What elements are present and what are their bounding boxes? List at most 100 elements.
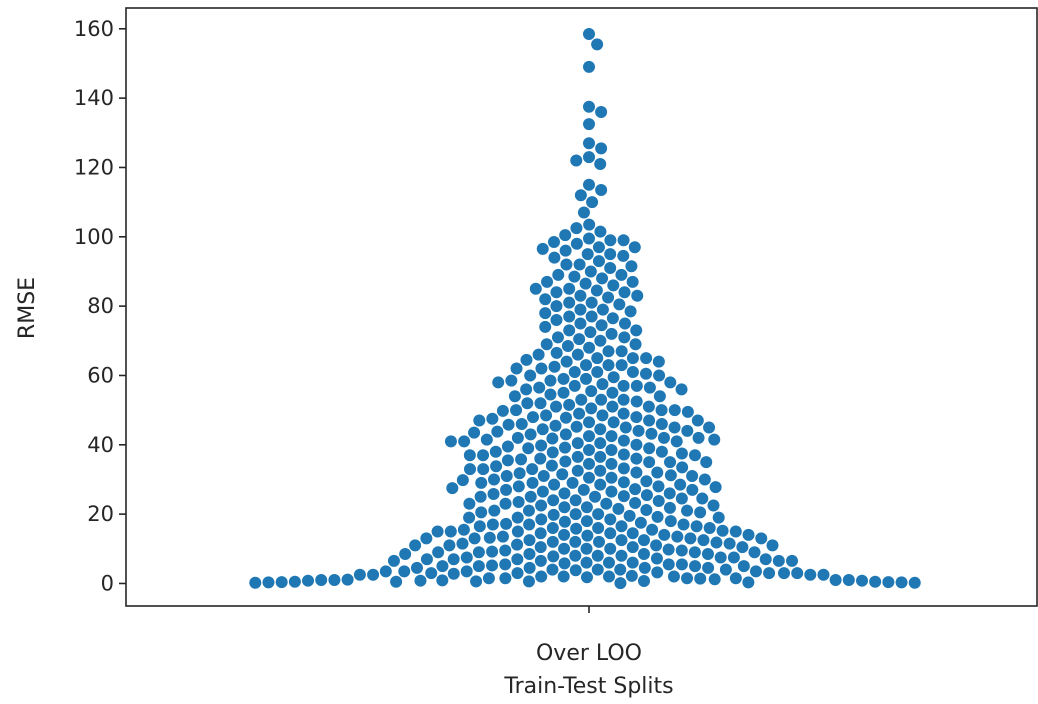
swarm-point xyxy=(419,531,433,546)
swarm-point xyxy=(662,557,676,572)
swarm-point xyxy=(708,572,722,586)
y-tick-label: 100 xyxy=(74,225,114,249)
swarm-point xyxy=(387,554,401,568)
swarm-point xyxy=(772,554,786,568)
swarm-point xyxy=(577,205,591,220)
swarm-point xyxy=(526,410,540,424)
swarm-point xyxy=(510,566,525,580)
swarm-point xyxy=(498,557,512,572)
swarm-point xyxy=(688,448,702,462)
swarm-point xyxy=(688,559,702,573)
swarm-point xyxy=(445,481,459,495)
swarm-point xyxy=(593,464,607,478)
swarm-point xyxy=(602,569,616,584)
y-tick-label: 80 xyxy=(87,294,114,318)
swarm-point xyxy=(353,568,367,582)
swarm-point xyxy=(790,566,804,580)
swarm-point xyxy=(545,431,559,446)
swarm-point xyxy=(584,401,598,416)
swarm-point xyxy=(593,436,607,450)
swarm-point xyxy=(584,384,598,398)
swarm-point xyxy=(435,559,450,573)
swarm-point xyxy=(735,540,749,554)
swarm-point xyxy=(568,365,582,379)
swarm-point xyxy=(569,507,583,521)
swarm-point xyxy=(556,386,571,400)
swarm-point xyxy=(571,436,585,450)
swarm-point xyxy=(601,344,616,358)
swarm-point xyxy=(762,566,776,580)
swarm-point xyxy=(657,528,671,542)
y-tick-label: 0 xyxy=(101,571,114,595)
swarm-point xyxy=(590,351,604,365)
swarm-point xyxy=(577,483,591,497)
swarm-point xyxy=(536,485,550,499)
swarm-point xyxy=(550,346,564,360)
swarm-point xyxy=(617,285,632,299)
swarm-point xyxy=(695,491,709,506)
swarm-point xyxy=(510,552,524,566)
swarm-point xyxy=(593,157,607,171)
swarm-point xyxy=(584,264,598,279)
swarm-point xyxy=(568,535,582,549)
swarm-point xyxy=(472,413,486,428)
swarm-point xyxy=(579,372,593,386)
swarm-point xyxy=(681,405,695,419)
swarm-point xyxy=(551,268,565,282)
swarm-point xyxy=(557,569,571,584)
swarm-point xyxy=(555,467,569,481)
swarm-point xyxy=(567,270,582,284)
swarm-point xyxy=(460,564,474,578)
swarm-point xyxy=(690,519,704,533)
swarm-point xyxy=(570,420,584,434)
swarm-point xyxy=(691,431,706,445)
swarm-point xyxy=(525,462,539,476)
swarm-point xyxy=(341,573,355,587)
swarm-point xyxy=(444,524,458,539)
swarm-point xyxy=(668,403,682,417)
swarm-point xyxy=(626,556,640,570)
swarm-point xyxy=(652,494,666,508)
swarm-point xyxy=(548,419,563,433)
swarm-point xyxy=(617,489,631,503)
swarm-point xyxy=(455,536,470,551)
swarm-point xyxy=(496,530,510,544)
swarm-point xyxy=(366,568,380,582)
swarm-point xyxy=(540,275,554,289)
swarm-point xyxy=(617,379,631,393)
swarm-point xyxy=(546,549,560,564)
swarm-point xyxy=(545,562,560,577)
swarm-point xyxy=(522,533,537,547)
swarm-point xyxy=(908,576,922,590)
swarm-point xyxy=(559,257,573,272)
swarm-point xyxy=(569,522,583,536)
swarm-point xyxy=(642,400,656,414)
swarm-point xyxy=(594,105,608,119)
swarm-point xyxy=(637,547,651,561)
swarm-point xyxy=(604,327,619,341)
swarm-point xyxy=(522,504,536,518)
swarm-point xyxy=(557,486,572,500)
swarm-point xyxy=(614,549,629,563)
swarm-point xyxy=(618,316,632,331)
swarm-point xyxy=(604,429,619,443)
swarm-point xyxy=(603,526,617,540)
swarm-point xyxy=(650,465,664,480)
swarm-point xyxy=(572,257,587,272)
swarm-point xyxy=(617,434,631,448)
swarm-point xyxy=(551,330,565,344)
swarm-point xyxy=(519,353,534,367)
swarm-point xyxy=(580,570,594,584)
swarm-point xyxy=(749,564,763,578)
swarm-point xyxy=(663,501,677,515)
swarm-point xyxy=(540,337,554,351)
swarm-point xyxy=(614,268,629,282)
swarm-point xyxy=(642,455,656,469)
swarm-point xyxy=(444,434,458,448)
swarm-point xyxy=(702,420,716,435)
swarm-point xyxy=(457,434,471,448)
swarm-point xyxy=(288,575,302,589)
swarm-point xyxy=(652,368,666,383)
swarm-point xyxy=(729,571,743,585)
swarm-point xyxy=(673,478,687,492)
